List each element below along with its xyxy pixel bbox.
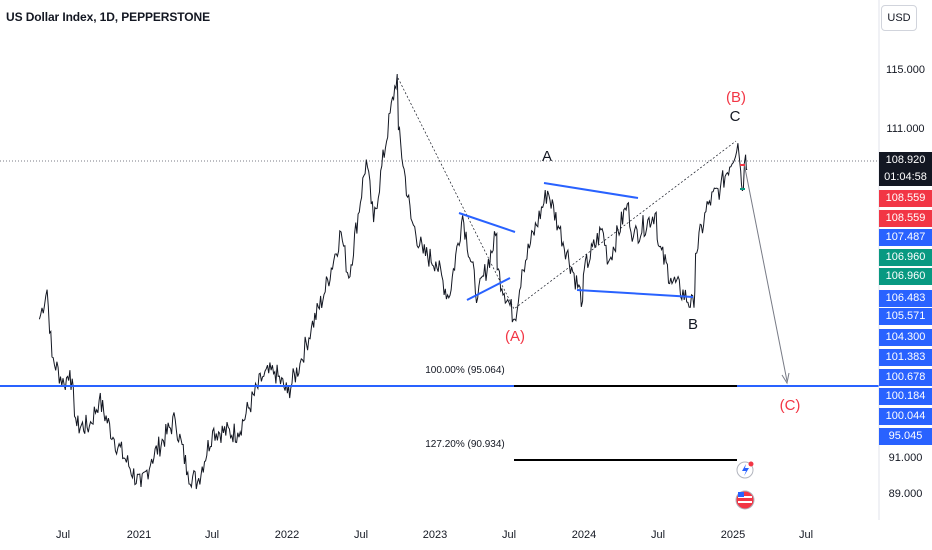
y-tick: 89.000 xyxy=(888,488,923,500)
wave-label-big-c: (C) xyxy=(779,397,801,414)
bid-marker xyxy=(740,164,745,166)
trendline-2-upper[interactable] xyxy=(543,182,639,199)
x-tick: 2021 xyxy=(126,529,152,541)
price-tag: 106.960 xyxy=(879,249,932,266)
price-series xyxy=(38,73,748,490)
wave-label-big-b: (B) xyxy=(726,89,746,106)
x-tick: Jul xyxy=(353,529,369,541)
us-flag-stripe-icon xyxy=(738,501,752,503)
x-tick: 2024 xyxy=(571,529,597,541)
x-tick: Jul xyxy=(650,529,666,541)
price-tag: 108.920 xyxy=(879,152,932,169)
x-tick: Jul xyxy=(501,529,517,541)
trendline-1-upper[interactable] xyxy=(458,212,516,233)
trendline-2-lower[interactable] xyxy=(576,289,694,298)
ask-marker xyxy=(740,188,745,190)
us-flag-stripe-icon xyxy=(738,496,752,498)
wave-label-big-a: (A) xyxy=(505,328,525,345)
fib-127-label: 127.20% (90.934) xyxy=(425,439,505,450)
price-tag: 108.559 xyxy=(879,190,932,207)
wave-label-b: B xyxy=(687,316,699,333)
currency-button[interactable]: USD xyxy=(881,5,917,31)
y-tick: 111.000 xyxy=(886,123,925,135)
trendline-1-lower[interactable] xyxy=(466,277,511,301)
price-tag: 101.383 xyxy=(879,349,932,366)
wave-path-dotted xyxy=(397,77,737,310)
price-tag: 107.487 xyxy=(879,229,932,246)
projection-arrow[interactable] xyxy=(743,162,788,382)
price-tag: 100.184 xyxy=(879,388,932,405)
projection-arrowhead xyxy=(781,372,790,385)
event-dot-icon xyxy=(748,461,754,467)
fib-100-label: 100.00% (95.064) xyxy=(425,365,505,376)
x-tick: 2022 xyxy=(274,529,300,541)
lightning-glyph-icon xyxy=(742,464,749,476)
x-tick: 2025 xyxy=(720,529,746,541)
x-tick: Jul xyxy=(798,529,814,541)
price-tag: 106.960 xyxy=(879,268,932,285)
price-tag: 100.044 xyxy=(879,408,932,425)
price-tag: 100.678 xyxy=(879,369,932,386)
chart-title: US Dollar Index, 1D, PEPPERSTONE xyxy=(6,10,210,24)
y-tick: 115.000 xyxy=(886,64,925,76)
price-tag: 108.559 xyxy=(879,210,932,227)
price-tag: 104.300 xyxy=(879,329,932,346)
price-tag: 95.045 xyxy=(879,428,932,445)
x-tick: Jul xyxy=(55,529,71,541)
us-flag-canton-icon xyxy=(738,492,744,497)
x-tick: Jul xyxy=(204,529,220,541)
price-tag: 106.483 xyxy=(879,290,932,307)
wave-label-a: A xyxy=(541,148,553,165)
countdown-tag: 01:04:58 xyxy=(879,169,932,186)
wave-label-c: C xyxy=(729,108,741,125)
x-tick: 2023 xyxy=(422,529,448,541)
price-tag: 105.571 xyxy=(879,308,932,325)
y-tick: 91.000 xyxy=(888,452,923,464)
